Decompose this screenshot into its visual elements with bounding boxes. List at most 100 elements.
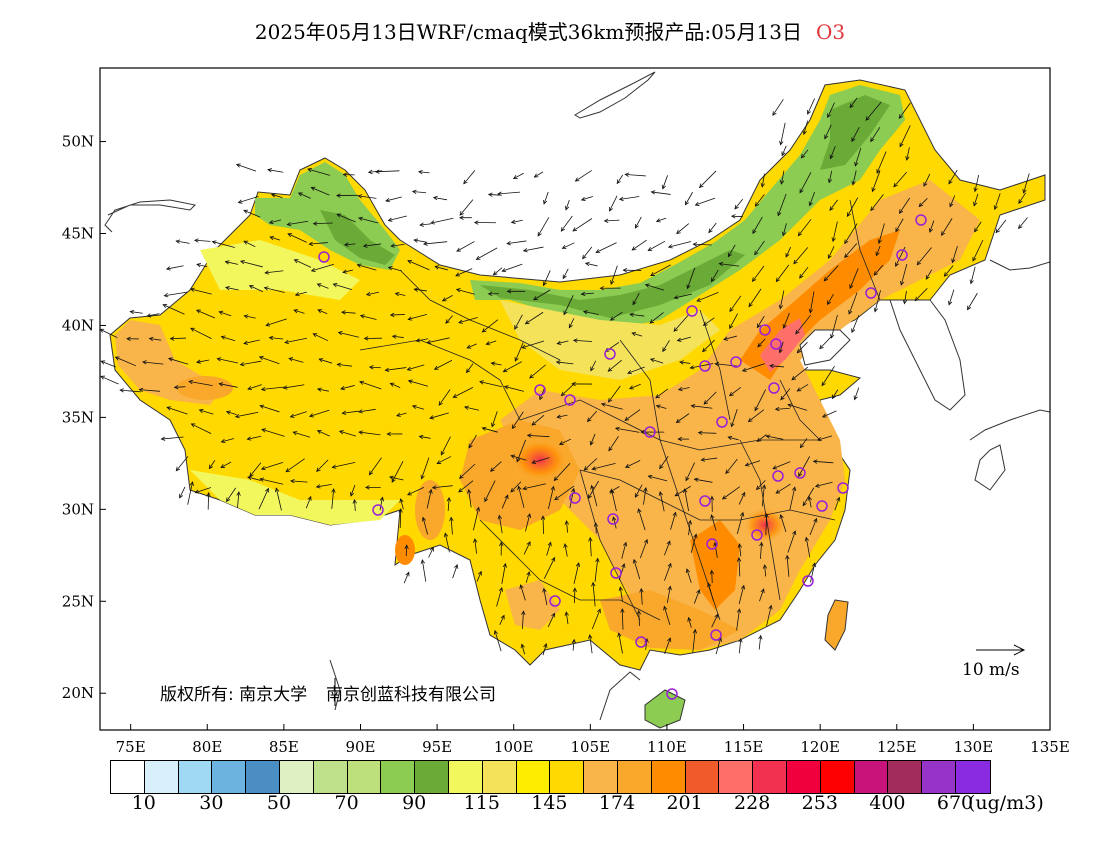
station-marker bbox=[318, 251, 330, 263]
legend-swatch bbox=[651, 761, 686, 793]
wind-arrow bbox=[873, 264, 884, 276]
wind-arrow bbox=[603, 218, 620, 223]
wind-arrow bbox=[243, 240, 256, 248]
wind-arrow bbox=[162, 304, 185, 315]
wind-arrow bbox=[466, 363, 474, 374]
wind-arrow bbox=[693, 477, 713, 483]
wind-arrow bbox=[563, 295, 574, 316]
wind-arrow bbox=[703, 391, 717, 405]
wind-arrow bbox=[331, 461, 356, 469]
wind-arrow bbox=[493, 629, 502, 652]
wind-arrow bbox=[218, 310, 232, 317]
wind-arrow bbox=[308, 241, 328, 247]
wind-arrow bbox=[543, 191, 549, 205]
wind-arrow bbox=[258, 487, 269, 510]
hainan bbox=[644, 689, 686, 729]
station-marker bbox=[564, 394, 576, 406]
wind-arrow bbox=[292, 431, 311, 438]
wind-arrow bbox=[218, 382, 238, 388]
russia-coast bbox=[989, 259, 1050, 271]
legend-swatch bbox=[820, 761, 855, 793]
wind-arrow bbox=[506, 289, 526, 294]
wind-arrow bbox=[676, 336, 692, 342]
station-marker bbox=[699, 495, 711, 507]
legend-label: 30 bbox=[199, 792, 224, 814]
yunnan-orange bbox=[505, 580, 560, 630]
wind-arrow bbox=[490, 361, 502, 366]
wind-arrow bbox=[698, 170, 717, 189]
wind-arrow bbox=[876, 151, 887, 174]
wind-arrow bbox=[216, 357, 239, 364]
west-hotspot bbox=[177, 376, 233, 400]
wind-arrow bbox=[270, 193, 283, 198]
map-frame bbox=[99, 67, 1051, 731]
station-marker bbox=[837, 482, 849, 494]
wind-arrow bbox=[663, 605, 671, 626]
wind-arrow bbox=[925, 269, 933, 280]
wind-arrow bbox=[331, 488, 336, 509]
wind-arrow bbox=[650, 190, 671, 195]
map-title: 2025年05月13日WRF/cmaq模式36km预报产品:05月13日 O3 bbox=[0, 16, 1100, 45]
wind-arrow bbox=[778, 341, 784, 354]
wind-arrow bbox=[455, 268, 473, 277]
wind-arrow bbox=[496, 586, 504, 607]
wind-arrow bbox=[487, 192, 501, 197]
legend-swatch bbox=[178, 761, 213, 793]
wind-arrow bbox=[673, 313, 690, 332]
wind-arrow bbox=[816, 435, 833, 442]
wind-arrow bbox=[286, 220, 309, 227]
legend-label: 253 bbox=[801, 792, 838, 814]
wind-arrow bbox=[394, 291, 406, 297]
wind-arrow bbox=[949, 195, 956, 208]
wind-arrow bbox=[336, 213, 356, 223]
legend-swatch bbox=[144, 761, 179, 793]
station-marker bbox=[644, 426, 656, 438]
wind-arrow bbox=[844, 223, 858, 245]
legend-label: 174 bbox=[598, 792, 636, 814]
station-marker bbox=[816, 500, 828, 512]
wind-arrow bbox=[993, 193, 1001, 211]
wind-arrow bbox=[629, 383, 641, 390]
wind-arrow bbox=[629, 312, 645, 317]
wind-arrow bbox=[875, 245, 881, 257]
wind-arrow bbox=[736, 557, 742, 577]
wind-arrow bbox=[600, 402, 623, 410]
wind-arrow bbox=[407, 487, 425, 496]
wind-arrow bbox=[587, 480, 599, 500]
station-marker bbox=[569, 492, 581, 504]
wind-arrow bbox=[443, 532, 450, 553]
wind-arrow bbox=[639, 538, 649, 559]
wind-arrow bbox=[655, 388, 669, 399]
wind-arrow bbox=[757, 338, 766, 348]
wind-arrow bbox=[542, 643, 548, 656]
wind-arrow bbox=[661, 175, 668, 190]
wind-arrow bbox=[631, 239, 647, 251]
wind-arrow bbox=[243, 209, 261, 218]
wind-arrow bbox=[647, 240, 666, 251]
wind-arrow bbox=[610, 489, 617, 512]
wind-arrow bbox=[781, 145, 787, 157]
legend-swatch bbox=[854, 761, 889, 793]
wind-arrow bbox=[853, 387, 860, 401]
wind-arrow bbox=[338, 430, 357, 437]
legend-label: 115 bbox=[463, 792, 500, 814]
wind-arrow bbox=[363, 336, 382, 341]
wind-arrow bbox=[723, 335, 737, 341]
wind-arrow bbox=[608, 436, 619, 452]
lon-tick-label: 135E bbox=[1030, 738, 1070, 756]
wind-arrow bbox=[211, 240, 235, 248]
wind-arrow bbox=[342, 269, 354, 274]
wind-arrow bbox=[664, 562, 672, 581]
wind-arrow bbox=[362, 243, 382, 248]
wind-arrow bbox=[543, 556, 556, 579]
wind-arrow bbox=[632, 292, 640, 306]
wind-arrow bbox=[560, 384, 574, 397]
wind-arrow bbox=[827, 102, 835, 119]
wind-arrow bbox=[659, 455, 669, 470]
wind-arrow bbox=[795, 314, 811, 335]
wind-arrow bbox=[647, 474, 668, 482]
wind-arrow bbox=[406, 364, 425, 371]
wind-arrow bbox=[593, 522, 599, 534]
wind-arrow bbox=[764, 513, 769, 536]
wind-arrow bbox=[479, 380, 502, 388]
